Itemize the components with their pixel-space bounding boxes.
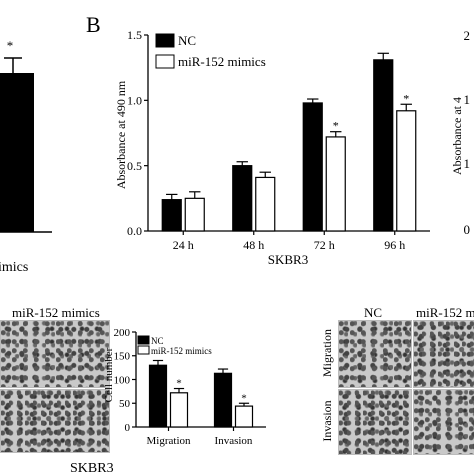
c2-legend-nc: NC xyxy=(151,336,164,346)
micrograph-right-nc-migration xyxy=(338,320,412,388)
significance-star: * xyxy=(176,378,182,390)
bar-nc xyxy=(148,364,168,428)
c2-legend-swatch-mimics xyxy=(137,345,150,355)
bottom-left-mimics-label: miR-152 mimics xyxy=(12,305,100,320)
y-tick-label: 0 xyxy=(125,422,131,434)
bottom-right-row-invasion: Invasion xyxy=(320,400,334,441)
right-tick-2: 1 xyxy=(464,92,471,107)
c2-labels: 0 50 100 150 200 Migration * Invasion * xyxy=(114,327,253,447)
c1-legend-swatch-nc xyxy=(155,33,175,48)
c1-xlabel: SKBR3 xyxy=(268,252,308,267)
micrograph-left-migration xyxy=(0,320,110,388)
fragment-bar xyxy=(0,73,34,232)
right-fragment: 2 1 1 0 Absorbance at 4 xyxy=(450,28,470,237)
y-tick-label: 0.5 xyxy=(127,159,142,173)
c1-legend-mimics: miR-152 mimics xyxy=(178,54,266,69)
y-tick-label: 150 xyxy=(114,351,131,363)
chart-skbr3-absorbance: 0.0 0.5 1.0 1.5 24 h 48 h 72 h * 96 h * Absorbanc… xyxy=(114,28,430,267)
c2-legend-swatch-nc xyxy=(137,335,150,345)
micrograph-right-mimics-migration xyxy=(413,320,474,388)
x-tick-label: 24 h xyxy=(173,238,194,252)
y-tick-label: 1.0 xyxy=(127,94,142,108)
bottom-right-col-mimics: miR-152 m xyxy=(416,305,474,320)
bar-nc xyxy=(213,372,233,428)
micrograph-right-mimics-invasion xyxy=(413,389,474,455)
c1-legend: NC miR-152 mimics xyxy=(155,33,266,69)
x-tick-label: 96 h xyxy=(384,238,405,252)
bar-mimics xyxy=(184,197,205,232)
c2-legend-mimics: miR-152 mimics xyxy=(151,346,212,356)
bar-mimics xyxy=(234,405,254,428)
c1-legend-swatch-mimics xyxy=(155,54,175,69)
right-tick-4: 0 xyxy=(464,222,471,237)
bar-mimics xyxy=(169,392,189,428)
fragment-star: * xyxy=(7,38,14,53)
bottom-left-caption: SKBR3 xyxy=(70,461,114,474)
bar-nc xyxy=(161,199,182,232)
panel-label-b: B xyxy=(86,12,101,37)
chart-cell-number: 0 50 100 150 200 Migration * Invasion * Cell num… xyxy=(103,327,266,447)
right-tick-1: 2 xyxy=(464,28,471,43)
fragment-caption: imics xyxy=(0,260,28,275)
bar-mimics xyxy=(325,136,346,232)
significance-star: * xyxy=(241,392,247,404)
c2-ylabel: Cell number xyxy=(103,347,115,402)
y-tick-label: 1.5 xyxy=(127,28,142,42)
bar-mimics xyxy=(396,110,417,232)
bottom-right-col-nc: NC xyxy=(364,305,382,320)
micrograph-right-nc-invasion xyxy=(338,389,412,455)
y-tick-label: 100 xyxy=(114,374,131,386)
left-fragment: * imics xyxy=(0,38,52,275)
c1-labels: 0.0 0.5 1.0 1.5 24 h 48 h 72 h * 96 h * xyxy=(127,28,409,252)
right-ylabel-fragment: Absorbance at 4 xyxy=(450,97,464,175)
c1-legend-nc: NC xyxy=(178,33,196,48)
x-tick-label: Migration xyxy=(147,435,191,447)
y-tick-label: 50 xyxy=(119,398,131,410)
bar-nc xyxy=(232,165,253,232)
y-tick-label: 0.0 xyxy=(127,224,142,238)
c1-bars xyxy=(161,52,417,232)
right-tick-3: 1 xyxy=(464,156,471,171)
x-tick-label: Invasion xyxy=(215,435,253,447)
x-tick-label: 48 h xyxy=(243,238,264,252)
y-tick-label: 200 xyxy=(114,327,131,339)
bar-nc xyxy=(302,102,323,232)
significance-star: * xyxy=(403,91,409,105)
c2-bars xyxy=(148,359,254,428)
c1-ylabel: Absorbance at 490 nm xyxy=(114,80,128,189)
significance-star: * xyxy=(333,119,339,133)
micrograph-left-invasion xyxy=(0,389,110,453)
bar-mimics xyxy=(255,176,276,232)
c2-legend: NC miR-152 mimics xyxy=(137,335,212,356)
bar-nc xyxy=(373,59,394,232)
x-tick-label: 72 h xyxy=(314,238,335,252)
bottom-right-row-migration: Migration xyxy=(320,329,334,377)
